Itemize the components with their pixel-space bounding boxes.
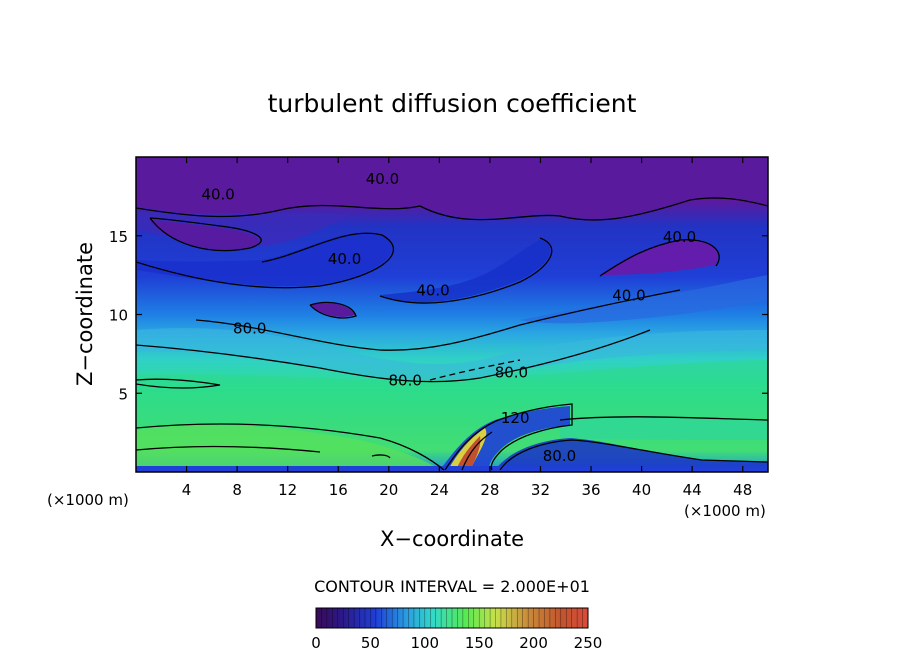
- x-tick-label: 20: [379, 481, 398, 499]
- x-tick-label: 8: [232, 481, 242, 499]
- colorbar-tick-label: 250: [574, 634, 603, 652]
- contour-labels: 40.0 40.0 40.0 40.0 40.0 40.0 80.0 80.0 80.0 120 8…: [201, 170, 696, 465]
- x-axis-label: X−coordinate: [380, 527, 524, 551]
- colorbar-tick-labels: 0 50 100 150 200 250: [311, 634, 602, 652]
- x-tick-label: 16: [329, 481, 348, 499]
- y-axis: 5 10 15: [109, 228, 768, 403]
- y-axis-label: Z−coordinate: [73, 242, 97, 386]
- x-tick-label: 48: [733, 481, 752, 499]
- colorbar-tick-label: 200: [519, 634, 548, 652]
- y-tick-label: 15: [109, 228, 128, 246]
- x-unit-right: (×1000 m): [684, 502, 766, 520]
- x-tick-label: 12: [278, 481, 297, 499]
- y-tick-label: 10: [109, 307, 128, 325]
- contour-label: 120: [501, 409, 530, 427]
- contour-label: 40.0: [416, 282, 449, 300]
- contour-label: 40.0: [201, 186, 234, 204]
- x-tick-label: 44: [683, 481, 702, 499]
- colorbar-tick-label: 100: [410, 634, 439, 652]
- x-axis: 4 8 12 16 20 24 28 32 36 40 44 48: [182, 157, 752, 499]
- x-tick-label: 40: [632, 481, 651, 499]
- x-tick-label: 28: [480, 481, 499, 499]
- x-unit-left: (×1000 m): [47, 491, 129, 509]
- heatmap-field: [136, 157, 768, 472]
- colorbar-tick-label: 0: [311, 634, 321, 652]
- contour-label: 80.0: [543, 447, 576, 465]
- x-tick-label: 36: [581, 481, 600, 499]
- contour-interval-label: CONTOUR INTERVAL = 2.000E+01: [314, 577, 590, 596]
- contour-label: 40.0: [366, 170, 399, 188]
- contour-label: 80.0: [233, 319, 266, 337]
- chart-title: turbulent diffusion coefficient: [268, 89, 637, 118]
- contour-label: 80.0: [495, 364, 528, 382]
- y-tick-label: 5: [118, 385, 128, 403]
- x-tick-label: 4: [182, 481, 192, 499]
- colorbar-tick-label: 50: [361, 634, 380, 652]
- colorbar-stripes: [321, 608, 583, 628]
- colorbar: 0 50 100 150 200 250: [311, 607, 602, 652]
- contour-label: 40.0: [663, 228, 696, 246]
- x-tick-label: 32: [531, 481, 550, 499]
- colorbar-tick-label: 150: [465, 634, 494, 652]
- x-tick-label: 24: [430, 481, 449, 499]
- contour-label: 40.0: [612, 286, 645, 304]
- contour-label: 40.0: [328, 250, 361, 268]
- contour-label: 80.0: [389, 371, 422, 389]
